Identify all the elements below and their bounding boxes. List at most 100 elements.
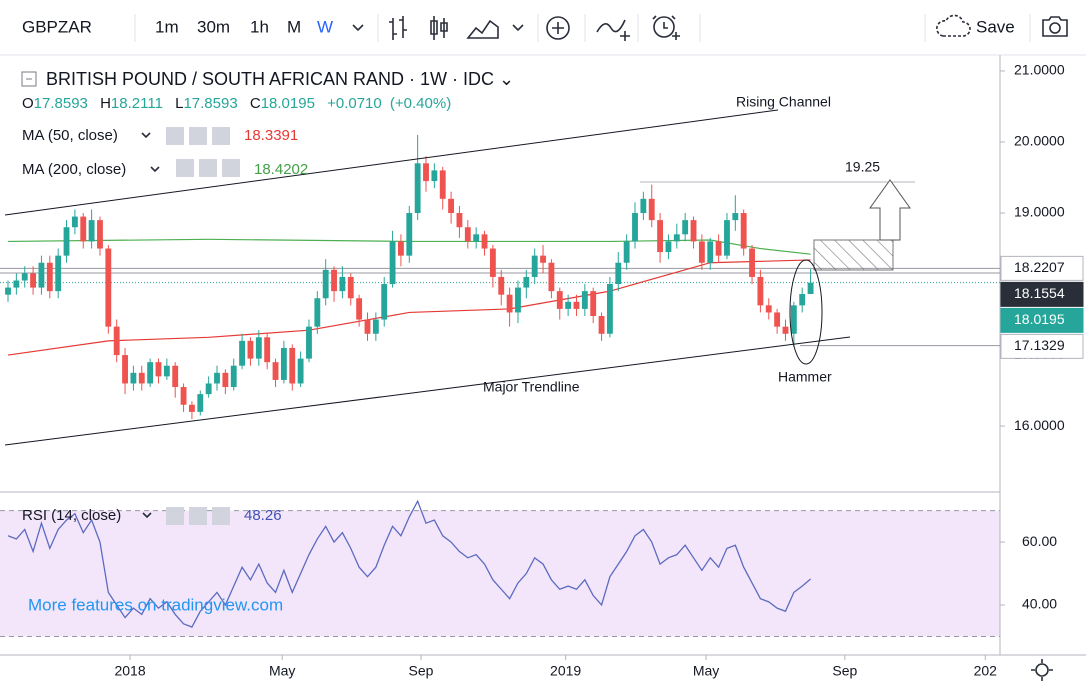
candle-body xyxy=(80,216,87,242)
dropdown[interactable] xyxy=(150,166,160,173)
toolbar-bg xyxy=(0,0,1086,55)
candle-body xyxy=(464,227,471,242)
candle-body xyxy=(372,319,379,334)
ohlc-key: O xyxy=(22,95,34,112)
candle-body xyxy=(13,280,20,288)
promo-link[interactable]: More features on tradingview.com xyxy=(28,595,283,614)
price-tag xyxy=(1000,255,1084,281)
candle-body xyxy=(55,255,62,292)
candle-body xyxy=(648,198,655,221)
camera-lens xyxy=(1049,22,1061,34)
candle-body xyxy=(581,291,588,309)
bars-icon[interactable] xyxy=(389,16,407,40)
remove-icon[interactable] xyxy=(212,507,230,525)
candle-body xyxy=(389,241,396,285)
price-tag xyxy=(1000,307,1084,333)
compare-icon[interactable] xyxy=(546,16,570,40)
candle-body xyxy=(548,262,555,292)
candles-icon[interactable] xyxy=(430,16,448,40)
candle-body xyxy=(197,394,204,412)
candle-body xyxy=(356,298,363,320)
candle-body xyxy=(598,316,605,334)
area-icon[interactable] xyxy=(466,19,499,39)
camera-icon[interactable] xyxy=(1042,16,1068,37)
rising-channel-line[interactable] xyxy=(4,109,779,216)
ma-value: 18.3391 xyxy=(244,127,298,144)
candle-body xyxy=(222,372,229,388)
candle-body xyxy=(381,284,388,320)
alert-icon[interactable] xyxy=(653,16,675,38)
candle-body xyxy=(247,340,254,359)
settings-icon[interactable] xyxy=(189,507,207,525)
remove-icon[interactable] xyxy=(212,127,230,145)
candle-body xyxy=(122,355,128,384)
annotation: Rising Channel xyxy=(736,94,831,110)
candle-body xyxy=(448,198,455,214)
candle-body xyxy=(5,287,11,295)
symbol[interactable]: GBPZAR xyxy=(22,17,92,36)
ma-value: 18.4202 xyxy=(254,161,308,178)
collapse-icon[interactable] xyxy=(21,71,37,87)
candle-body xyxy=(297,358,304,384)
major-trendline[interactable] xyxy=(4,336,851,446)
candle-body xyxy=(573,301,580,309)
candle-body xyxy=(306,326,312,359)
eye-icon[interactable] xyxy=(166,127,184,145)
compare-plus xyxy=(552,22,564,34)
ma-line xyxy=(8,238,811,255)
interval-active[interactable]: W xyxy=(317,17,333,36)
interval[interactable]: 1m xyxy=(155,17,179,36)
hammer-ellipse[interactable] xyxy=(789,259,823,365)
save-button[interactable]: Save xyxy=(976,17,1015,36)
y-tick-label: 19.0000 xyxy=(1014,204,1065,220)
price-pane xyxy=(0,134,1000,419)
x-tick-label: 202 xyxy=(974,663,998,679)
settings-icon[interactable] xyxy=(199,159,217,177)
dropdown[interactable] xyxy=(141,132,151,139)
interval[interactable]: M xyxy=(287,17,301,36)
legend: BRITISH POUND / SOUTH AFRICAN RAND · 1W … xyxy=(21,69,514,614)
candle-body xyxy=(665,241,672,253)
dropdown[interactable] xyxy=(512,24,524,32)
candle-body xyxy=(640,198,647,214)
candle-body xyxy=(230,365,237,388)
candle-body xyxy=(515,287,521,313)
ohlc-value: 17.8593 xyxy=(183,95,237,112)
interval[interactable]: 1h xyxy=(250,17,269,36)
eye-icon[interactable] xyxy=(166,507,184,525)
interval[interactable]: 30m xyxy=(197,17,230,36)
chart-title: BRITISH POUND / SOUTH AFRICAN RAND · 1W … xyxy=(46,69,514,89)
remove-icon[interactable] xyxy=(222,159,240,177)
settings-gear[interactable] xyxy=(1035,663,1049,677)
eye-icon[interactable] xyxy=(176,159,194,177)
dropdown[interactable] xyxy=(142,512,152,519)
candle-body xyxy=(690,220,697,242)
candle-body xyxy=(21,273,28,281)
price-tag xyxy=(1000,281,1084,307)
price-tag xyxy=(1000,333,1084,359)
ohlc-key: C xyxy=(250,95,261,112)
dropdown[interactable] xyxy=(352,24,364,32)
cloud-icon[interactable] xyxy=(936,14,971,37)
up-arrow[interactable] xyxy=(869,179,911,241)
candle-body xyxy=(71,216,78,228)
candle-body xyxy=(489,248,496,277)
indicators-icon[interactable] xyxy=(596,19,630,41)
candle-body xyxy=(765,305,772,313)
candle-body xyxy=(707,241,714,263)
x-tick-label: Sep xyxy=(832,663,857,679)
candle-body xyxy=(105,248,112,327)
settings-icon[interactable] xyxy=(189,127,207,145)
y-tick-label: 20.0000 xyxy=(1014,133,1065,149)
chart: 21.000020.000019.000017.000016.000060.00… xyxy=(0,62,1084,679)
rsi-tick-label: 40.00 xyxy=(1022,596,1057,612)
candle-body xyxy=(38,262,45,288)
x-tick-label: May xyxy=(693,663,719,679)
x-tick-label: May xyxy=(269,663,295,679)
change: +0.0710 xyxy=(327,95,382,112)
candle-body xyxy=(790,305,797,334)
candle-body xyxy=(456,213,463,228)
x-tick-label: 2019 xyxy=(550,663,581,679)
target-box[interactable] xyxy=(813,239,894,271)
